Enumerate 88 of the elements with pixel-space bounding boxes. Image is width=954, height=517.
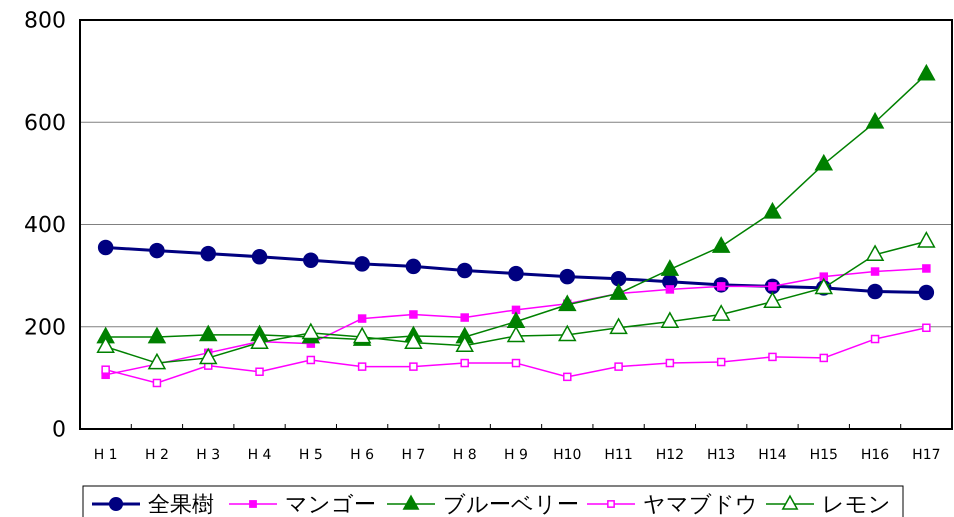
point (712, 236, 730, 253)
point (867, 284, 883, 300)
legend-label: レモン (822, 492, 891, 517)
y-tick-label: 0 (52, 418, 66, 443)
point (820, 272, 828, 281)
point (303, 252, 319, 268)
x-tick-label: H12 (656, 447, 684, 463)
point (666, 358, 674, 368)
x-tick-label: H 4 (248, 447, 272, 463)
point (507, 312, 525, 328)
y-tick-label: 800 (24, 8, 66, 34)
point (716, 358, 726, 366)
x-tick-label: H 7 (401, 447, 426, 463)
point (922, 264, 931, 273)
point (512, 358, 520, 368)
legend-label: ブルーベリー (443, 492, 579, 517)
point (255, 367, 264, 376)
point (661, 260, 679, 276)
y-tick-label: 200 (24, 315, 66, 340)
y-tick-label: 600 (24, 110, 66, 136)
point (610, 270, 626, 286)
point (404, 333, 422, 349)
point (456, 262, 472, 278)
x-tick-label: H 1 (94, 447, 118, 463)
point (764, 292, 782, 308)
point (199, 325, 217, 342)
legend-label: ヤマブドウ (643, 492, 758, 517)
y-tick-label: 400 (24, 213, 66, 238)
x-tick-label: H 8 (452, 447, 477, 463)
x-tick-label: H10 (553, 447, 582, 463)
point (764, 202, 782, 219)
point (866, 112, 884, 129)
point (661, 312, 679, 328)
point (563, 372, 572, 382)
point (148, 354, 166, 370)
point (199, 348, 217, 364)
point (870, 267, 880, 276)
point (666, 285, 674, 294)
point (918, 64, 936, 81)
point (558, 325, 576, 342)
point (148, 327, 166, 344)
x-tick-label: H 3 (196, 447, 220, 463)
point (354, 256, 370, 272)
point (610, 284, 628, 300)
point (250, 333, 268, 349)
point (149, 242, 165, 258)
point (614, 362, 623, 371)
point (870, 334, 880, 344)
point (512, 306, 520, 314)
point (866, 245, 884, 262)
x-tick-label: H15 (810, 447, 838, 463)
x-tick-label: H 9 (504, 447, 528, 463)
point (558, 295, 576, 312)
x-tick-label: H 6 (350, 447, 374, 463)
x-tick-label: H16 (860, 447, 890, 463)
x-tick-label: H13 (707, 447, 736, 463)
legend-label: 全果樹 (148, 492, 214, 517)
point (815, 154, 833, 171)
point (508, 266, 524, 282)
point (200, 246, 216, 262)
point (409, 310, 418, 319)
point (820, 354, 828, 362)
point (302, 323, 320, 340)
point (358, 314, 366, 323)
point (98, 240, 114, 256)
point (918, 284, 934, 300)
point (610, 318, 628, 334)
point (712, 304, 730, 321)
point (460, 313, 469, 322)
point (409, 362, 418, 371)
point (306, 356, 316, 364)
point (152, 378, 162, 388)
point (252, 248, 268, 264)
point (406, 258, 422, 274)
x-tick-label: H17 (912, 447, 941, 463)
point (922, 324, 931, 332)
x-tick-label: H14 (758, 447, 787, 463)
x-tick-label: H 5 (298, 447, 323, 463)
x-tick-label: H 2 (144, 447, 169, 463)
point (101, 365, 110, 374)
x-tick-label: H11 (604, 447, 633, 463)
point (918, 232, 936, 248)
point (358, 362, 366, 371)
point (460, 358, 469, 368)
point (768, 352, 777, 362)
legend-label: マンゴー (285, 492, 376, 517)
point (560, 268, 576, 284)
point (507, 326, 525, 342)
